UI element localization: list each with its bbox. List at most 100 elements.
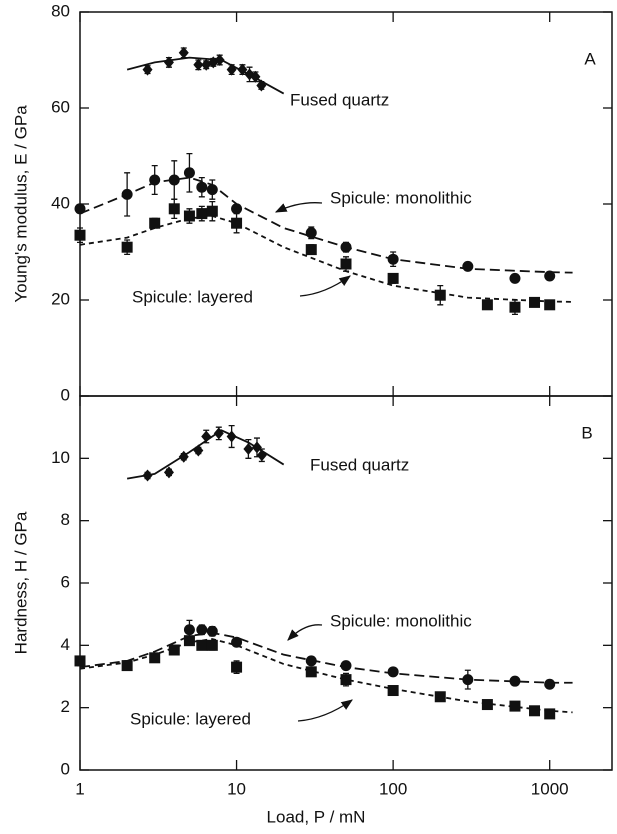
marker xyxy=(121,188,133,200)
y-tick-label: 8 xyxy=(61,510,70,529)
marker xyxy=(206,184,218,196)
marker xyxy=(544,270,556,282)
marker xyxy=(231,661,243,673)
y-tick-label: 60 xyxy=(51,97,70,116)
marker xyxy=(481,699,493,711)
marker xyxy=(256,79,267,92)
marker xyxy=(142,469,153,482)
marker xyxy=(213,427,224,440)
marker xyxy=(196,181,208,193)
marker xyxy=(149,174,161,186)
marker xyxy=(206,639,218,651)
series-label: Spicule: layered xyxy=(132,287,253,306)
x-tick-label: 10 xyxy=(227,779,246,798)
fit-line xyxy=(79,215,573,303)
marker xyxy=(544,678,556,690)
marker xyxy=(214,54,225,66)
marker xyxy=(206,625,218,637)
annotation-arrow xyxy=(287,624,323,641)
marker xyxy=(305,655,317,667)
marker xyxy=(340,674,352,686)
y-tick-label: 4 xyxy=(61,635,70,654)
marker xyxy=(74,655,86,667)
fit-line xyxy=(79,638,573,714)
marker xyxy=(305,666,317,678)
marker xyxy=(462,674,474,686)
marker xyxy=(74,203,86,215)
marker xyxy=(149,652,161,664)
marker xyxy=(529,296,541,308)
marker xyxy=(231,636,243,648)
marker xyxy=(387,253,399,265)
y-tick-label: 20 xyxy=(51,289,70,308)
series-label: Spicule: layered xyxy=(130,709,251,728)
marker xyxy=(243,442,254,455)
annotation-arrow xyxy=(297,699,353,722)
marker xyxy=(74,229,86,241)
marker xyxy=(178,46,189,59)
marker xyxy=(183,624,195,636)
marker xyxy=(163,56,174,69)
y-tick-label: 10 xyxy=(51,448,70,467)
marker xyxy=(251,441,262,454)
annotation-arrow xyxy=(299,275,351,297)
marker xyxy=(196,208,208,220)
fit-line xyxy=(79,176,573,274)
marker xyxy=(193,58,204,71)
marker xyxy=(544,708,556,720)
marker xyxy=(226,63,237,76)
marker xyxy=(231,217,243,229)
marker xyxy=(121,660,133,672)
marker xyxy=(206,205,218,217)
marker xyxy=(509,272,521,284)
panel-label: B xyxy=(581,423,592,442)
marker xyxy=(256,449,267,462)
marker xyxy=(201,58,212,71)
marker xyxy=(481,299,493,311)
marker xyxy=(183,167,195,179)
marker xyxy=(509,700,521,712)
y-tick-label: 0 xyxy=(61,385,70,404)
marker xyxy=(168,174,180,186)
marker xyxy=(462,260,474,272)
marker xyxy=(387,685,399,697)
marker xyxy=(142,63,153,76)
series-label: Spicule: monolithic xyxy=(330,611,472,630)
series-label: Spicule: monolithic xyxy=(330,188,472,207)
marker xyxy=(529,705,541,717)
marker xyxy=(305,227,317,239)
marker xyxy=(434,691,446,703)
x-axis-label: Load, P / mN xyxy=(267,807,366,826)
x-tick-label: 1000 xyxy=(531,779,569,798)
y-axis-label: Hardness, H / GPa xyxy=(11,511,30,654)
marker xyxy=(183,210,195,222)
marker xyxy=(340,241,352,253)
marker xyxy=(305,244,317,256)
marker xyxy=(196,624,208,636)
y-tick-label: 40 xyxy=(51,193,70,212)
marker xyxy=(193,444,204,457)
panel-label: A xyxy=(584,49,596,68)
marker xyxy=(250,70,261,83)
marker xyxy=(183,635,195,647)
marker xyxy=(121,241,133,253)
series-label: Fused quartz xyxy=(310,455,409,474)
marker xyxy=(509,301,521,313)
marker xyxy=(509,675,521,687)
marker xyxy=(237,63,248,76)
marker xyxy=(231,203,243,215)
marker xyxy=(544,299,556,311)
x-tick-label: 100 xyxy=(379,779,407,798)
marker xyxy=(163,466,174,479)
marker xyxy=(387,666,399,678)
x-tick-label: 1 xyxy=(75,779,84,798)
fit-line xyxy=(79,631,573,684)
marker xyxy=(168,203,180,215)
y-tick-label: 0 xyxy=(61,759,70,778)
y-tick-label: 80 xyxy=(51,1,70,20)
marker xyxy=(340,258,352,270)
annotation-arrow xyxy=(274,202,323,213)
y-axis-label: Young's modulus, E / GPa xyxy=(11,105,30,303)
y-tick-label: 6 xyxy=(61,572,70,591)
